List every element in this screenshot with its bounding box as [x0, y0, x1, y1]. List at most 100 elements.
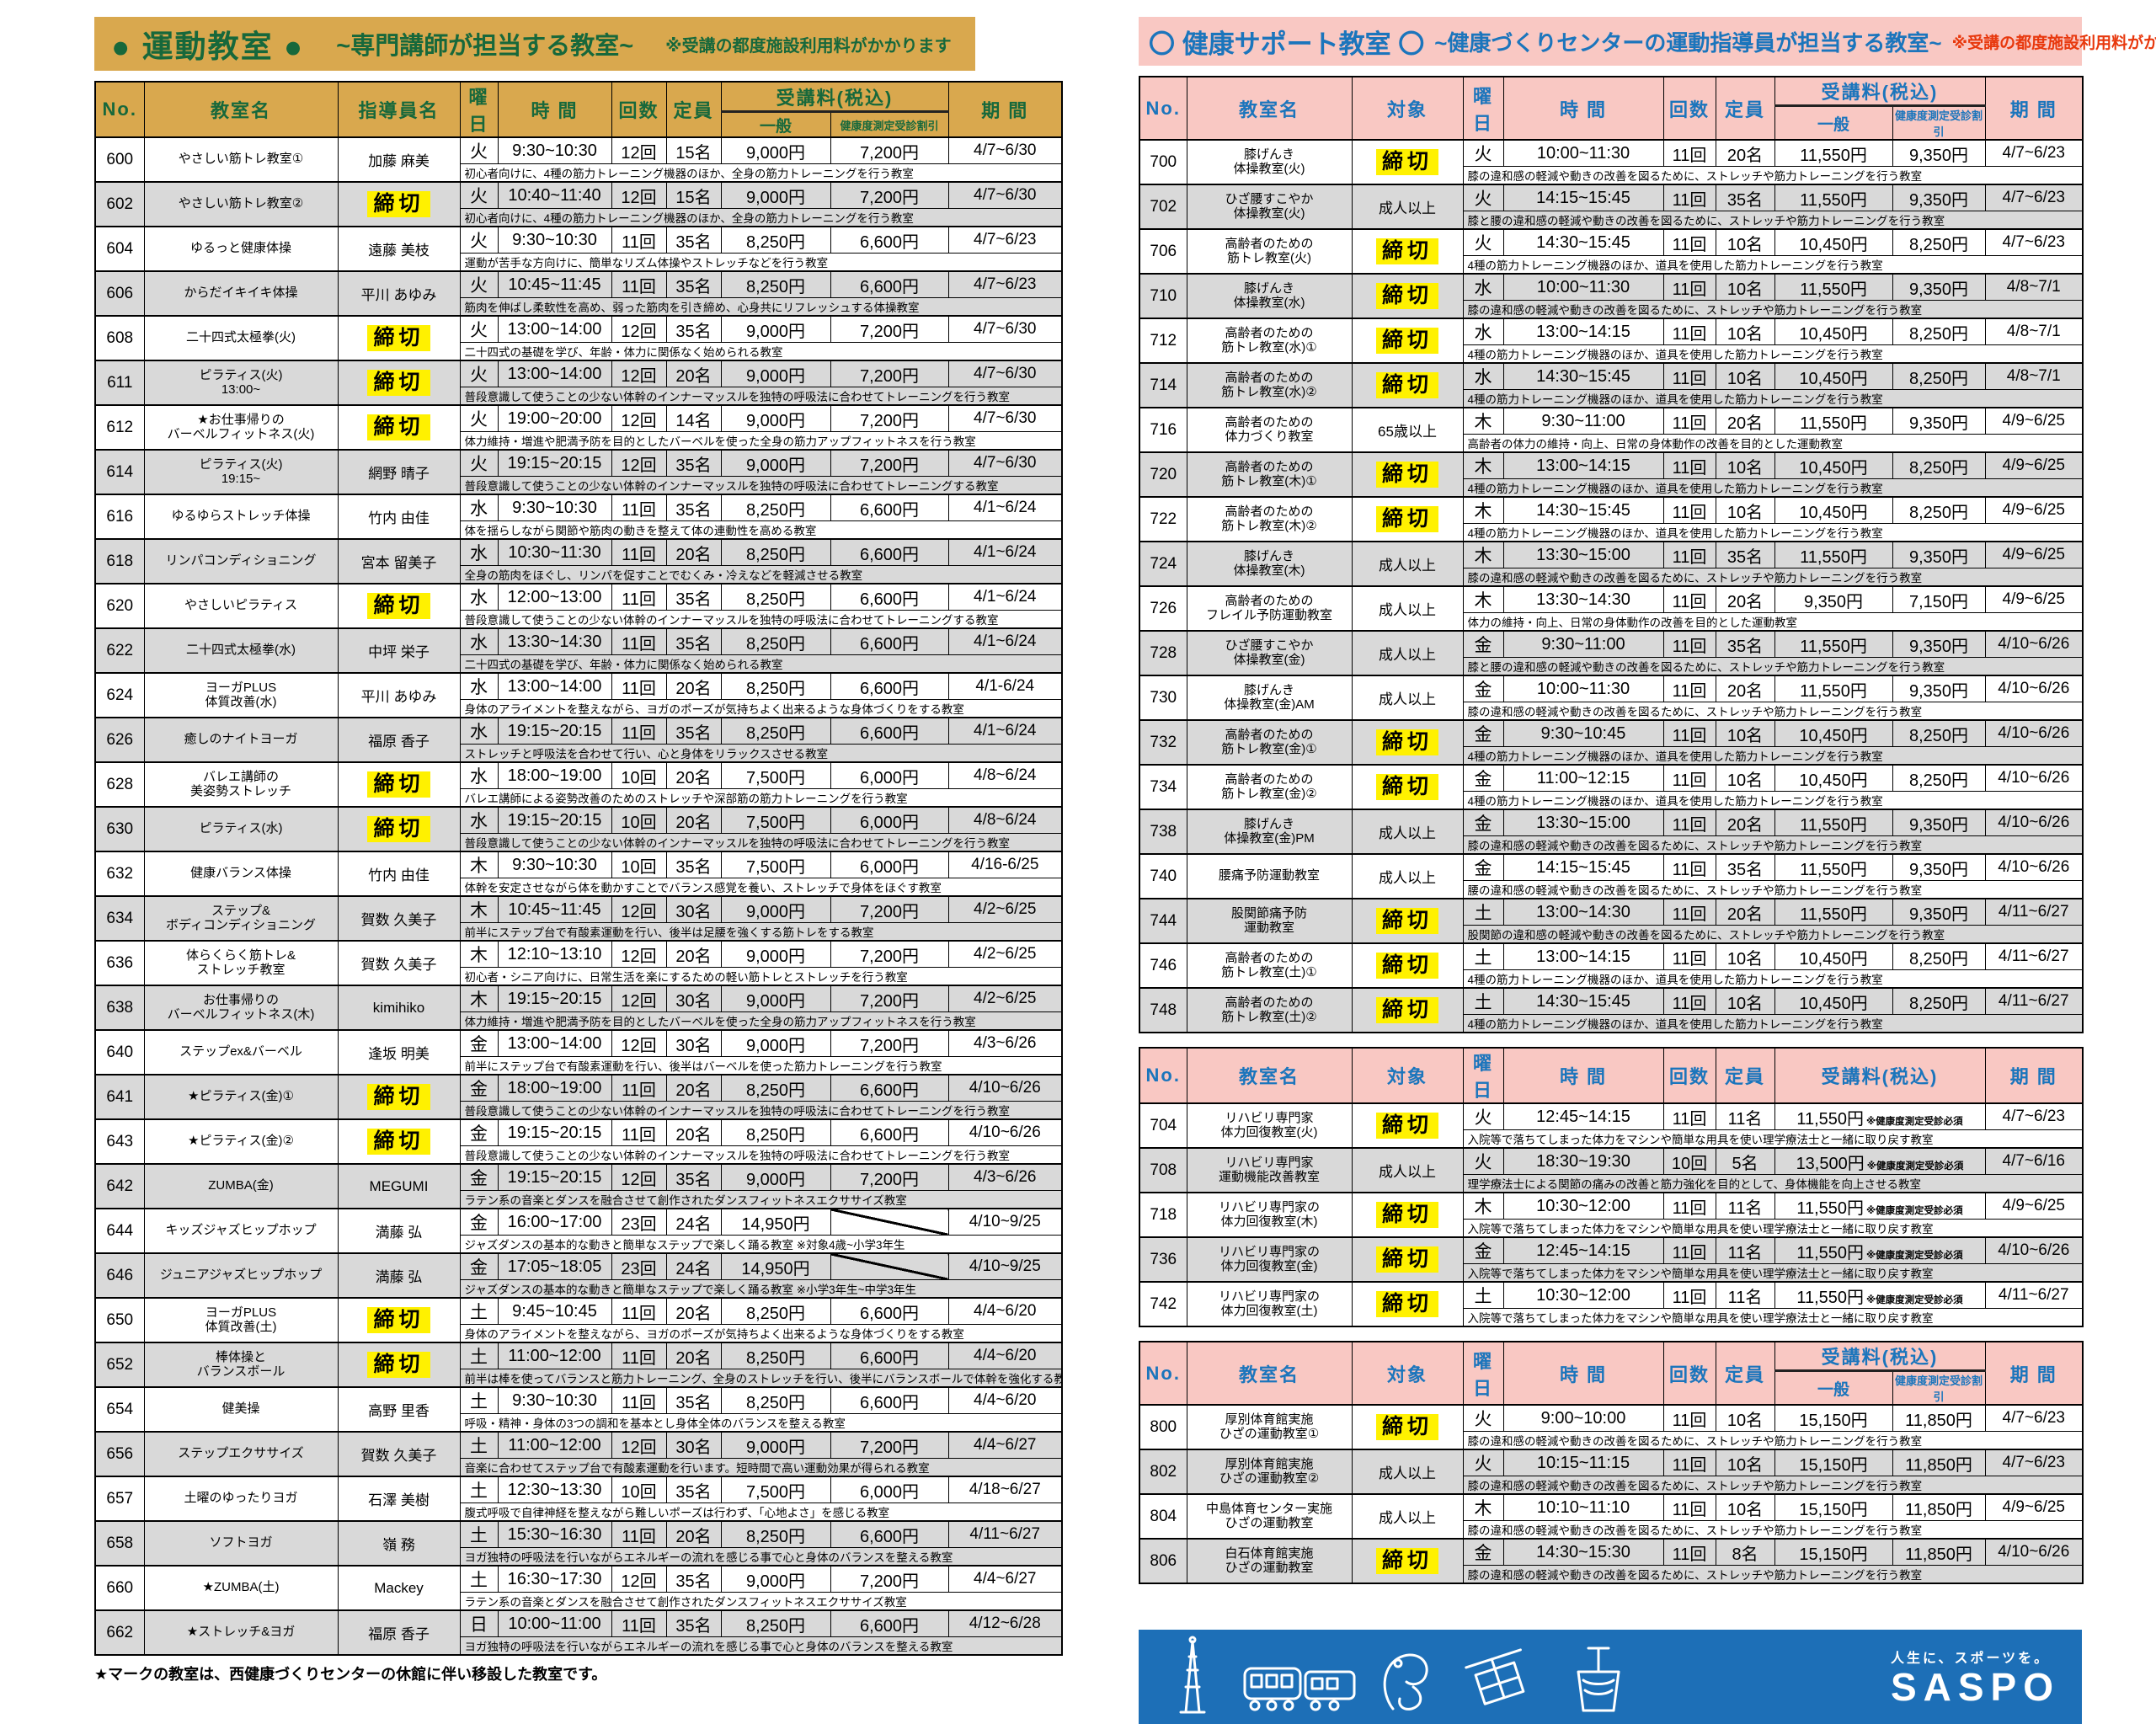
cell-period: 4/9~6/25 — [1984, 1493, 2084, 1521]
col-header-class-name: 教室名 — [1186, 1341, 1353, 1406]
cell-instructor: 平川 あゆみ — [337, 270, 461, 317]
cell-class-name: 高齢者のための 筋トレ教室(土)① — [1186, 942, 1353, 989]
closed-badge: 締切 — [1375, 506, 1438, 532]
cell-description: 入院等で落ちてしまった体力をマシンや簡単な用具を使い理学療法士と一緒に取り戻す教… — [1462, 1219, 2084, 1238]
cell-instructor: 締切 — [337, 761, 461, 808]
cell-target: 締切 — [1351, 942, 1464, 989]
cell-fee-general: 9,000円 — [720, 181, 831, 209]
table-row-description: 筋肉を伸ばし柔軟性を高め、弱った筋肉を引き締め、心身共にリフレッシュする体操教室 — [95, 297, 1063, 317]
cell-count: 11回 — [1662, 1102, 1716, 1130]
cell-no: 732 — [1139, 719, 1187, 766]
cell-day: 金 — [1462, 1538, 1504, 1566]
cell-count: 11回 — [1662, 184, 1716, 211]
cell-no: 748 — [1139, 987, 1187, 1033]
header-subrow: 一般 健康度測定受診割引 — [95, 111, 1062, 138]
cell-fee-general: 8,250円 — [720, 1118, 831, 1146]
cell-no: 730 — [1139, 675, 1187, 721]
cell-fee-general: 9,000円 — [720, 895, 831, 923]
cell-count: 11回 — [611, 717, 667, 745]
cell-no: 802 — [1139, 1449, 1187, 1495]
cell-class-name: キッズジャズヒップホップ — [143, 1208, 339, 1254]
cell-count: 11回 — [1662, 1192, 1716, 1220]
train-icon — [1243, 1667, 1356, 1711]
cell-class-name: ピラティス(火) 19:15~ — [143, 449, 339, 495]
closed-badge: 締切 — [367, 1129, 430, 1155]
cell-class-name: 高齢者のための 体力づくり教室 — [1186, 407, 1353, 453]
cell-capacity: 35名 — [665, 1565, 722, 1593]
cell-period: 4/4~6/20 — [947, 1342, 1063, 1369]
table-row: 716 高齢者のための 体力づくり教室 65歳以上木 9:30~11:00 11回 20名… — [1139, 407, 2084, 453]
cell-fee-general: 9,000円 — [720, 1163, 831, 1191]
cell-count: 11回 — [611, 1118, 667, 1146]
cell-fee-general: 8,250円 — [720, 1520, 831, 1548]
cell-time: 14:30~15:45 — [1502, 362, 1664, 390]
table-row: 626 癒しのナイトヨーガ 福原 香子水 19:15~20:15 11回 35名 8,250… — [94, 717, 1063, 763]
cell-count: 23回 — [611, 1208, 667, 1236]
cell-day: 木 — [1462, 1493, 1504, 1521]
cell-capacity: 10名 — [1715, 362, 1775, 390]
cell-description: 二十四式の基礎を学び、年齢・体力に関係なく始められる教室 — [459, 342, 1063, 361]
cell-time: 10:45~11:45 — [497, 270, 612, 298]
cell-count: 11回 — [1662, 451, 1716, 479]
cell-fee-general: 8,250円 — [720, 717, 831, 745]
cell-day: 金 — [459, 1252, 499, 1280]
cell-time: 13:30~14:30 — [497, 627, 612, 655]
cell-period: 4/10~6/26 — [1984, 853, 2084, 881]
closed-badge: 締切 — [1375, 1291, 1438, 1317]
table-row-description: 初心者・シニア向けに、日常生活を楽にするための軽い筋トレとストレッチを行う教室 — [95, 967, 1063, 986]
cell-class-name: リンパコンディショニング — [143, 538, 339, 584]
cell-fee-general: 9,000円 — [720, 404, 831, 432]
table-row: 710 膝げんき 体操教室(水) 締切水 10:00~11:30 11回 10名 11,55… — [1139, 273, 2084, 319]
cell-day: 火 — [1462, 139, 1504, 167]
cell-capacity: 30名 — [665, 895, 722, 923]
col-header-fee-discount: 健康度測定受診割引 — [1892, 105, 1986, 141]
cell-description: 呼吸・精神・身体の3つの調和を基本とし身体全体のバランスを整える教室 — [459, 1413, 1063, 1433]
exercise-titlebar: ● 運動教室 ● ~専門講師が担当する教室~ ※受講の都度施設利用料がかかります — [94, 17, 975, 71]
cell-time: 18:00~19:00 — [497, 761, 612, 789]
cell-capacity: 10名 — [1715, 451, 1775, 479]
cell-fee-discount: 8,250円 — [1892, 719, 1986, 747]
cell-count: 10回 — [611, 806, 667, 834]
cell-class-name: 癒しのナイトヨーガ — [143, 717, 339, 763]
cell-target: 締切 — [1351, 362, 1464, 408]
table-row-description: 腹式呼吸で自律神経を整えながら難しいポーズは行わず、「心地よさ」を感じる教室 — [95, 1502, 1063, 1522]
cell-description: 腹式呼吸で自律神経を整えながら難しいポーズは行わず、「心地よさ」を感じる教室 — [459, 1502, 1063, 1522]
cell-count: 10回 — [611, 761, 667, 789]
cell-time: 10:00~11:30 — [1502, 675, 1664, 702]
table-row: 744 股関節痛予防 運動教室 締切土 13:00~14:30 11回 20名 11,550… — [1139, 898, 2084, 944]
cell-capacity: 35名 — [665, 226, 722, 254]
cell-description: 普段意識して使うことの少ない体幹のインナーマッスルを独特の呼吸法に合わせてトレー… — [459, 610, 1063, 629]
cell-fee-general: 9,000円 — [720, 940, 831, 968]
cell-description: 普段意識して使うことの少ない体幹のインナーマッスルを独特の呼吸法に合わせてトレー… — [459, 833, 1063, 852]
cell-no: 734 — [1139, 764, 1187, 810]
cell-time: 12:00~13:00 — [497, 583, 612, 611]
fee-requirement-note: ※健康度測定受診必須 — [1866, 1205, 1963, 1216]
cell-period: 4/11~6/27 — [1984, 1281, 2084, 1309]
table-row: 640 ステップex&バーベル 逢坂 明美金 13:00~14:00 12回 30名 9,0… — [94, 1029, 1063, 1075]
cell-class-name: ヨーガPLUS 体質改善(土) — [143, 1297, 339, 1343]
cell-fee-discount: 7,200円 — [830, 940, 949, 968]
cell-fee-discount: 7,200円 — [830, 1431, 949, 1459]
cell-capacity: 20名 — [665, 1074, 722, 1102]
cell-capacity: 15名 — [665, 136, 722, 164]
cell-capacity: 20名 — [1715, 407, 1775, 435]
bird-icon — [1383, 1653, 1428, 1711]
cell-instructor: Mackey — [337, 1565, 461, 1611]
table-row: 720 高齢者のための 筋トレ教室(木)① 締切木 13:00~14:15 11回 10名… — [1139, 451, 2084, 498]
exercise-class-section: ● 運動教室 ● ~専門講師が担当する教室~ ※受講の都度施設利用料がかかります… — [94, 17, 1063, 1684]
cell-description: ジャズダンスの基本的な動きと簡単なステップで楽しく踊る教室 ※小学3年生~中学3… — [459, 1279, 1063, 1299]
header-row: No. 教室名 対象 曜日 時 間 回数 定員 受講料(税込) 期 間 — [1139, 1047, 2084, 1104]
cell-no: 702 — [1139, 184, 1187, 230]
table-row: 634 ステップ& ボディコンディショニング 賀数 久美子木 10:45~11:45 1… — [94, 895, 1063, 942]
cell-time: 9:45~10:45 — [497, 1297, 612, 1325]
cell-day: 火 — [459, 181, 499, 209]
col-header-fee: 受講料(税込) — [720, 81, 949, 114]
cell-period: 4/7~6/23 — [1984, 139, 2084, 167]
cell-class-name: 膝げんき 体操教室(火) — [1186, 139, 1353, 185]
cell-class-name: やさしいピラティス — [143, 583, 339, 629]
cell-instructor: 締切 — [337, 1074, 461, 1120]
cell-period: 4/9~6/25 — [1984, 541, 2084, 568]
cell-fee-discount: 9,350円 — [1892, 675, 1986, 702]
cell-count: 11回 — [1662, 675, 1716, 702]
cell-period: 4/18~6/27 — [947, 1476, 1063, 1503]
